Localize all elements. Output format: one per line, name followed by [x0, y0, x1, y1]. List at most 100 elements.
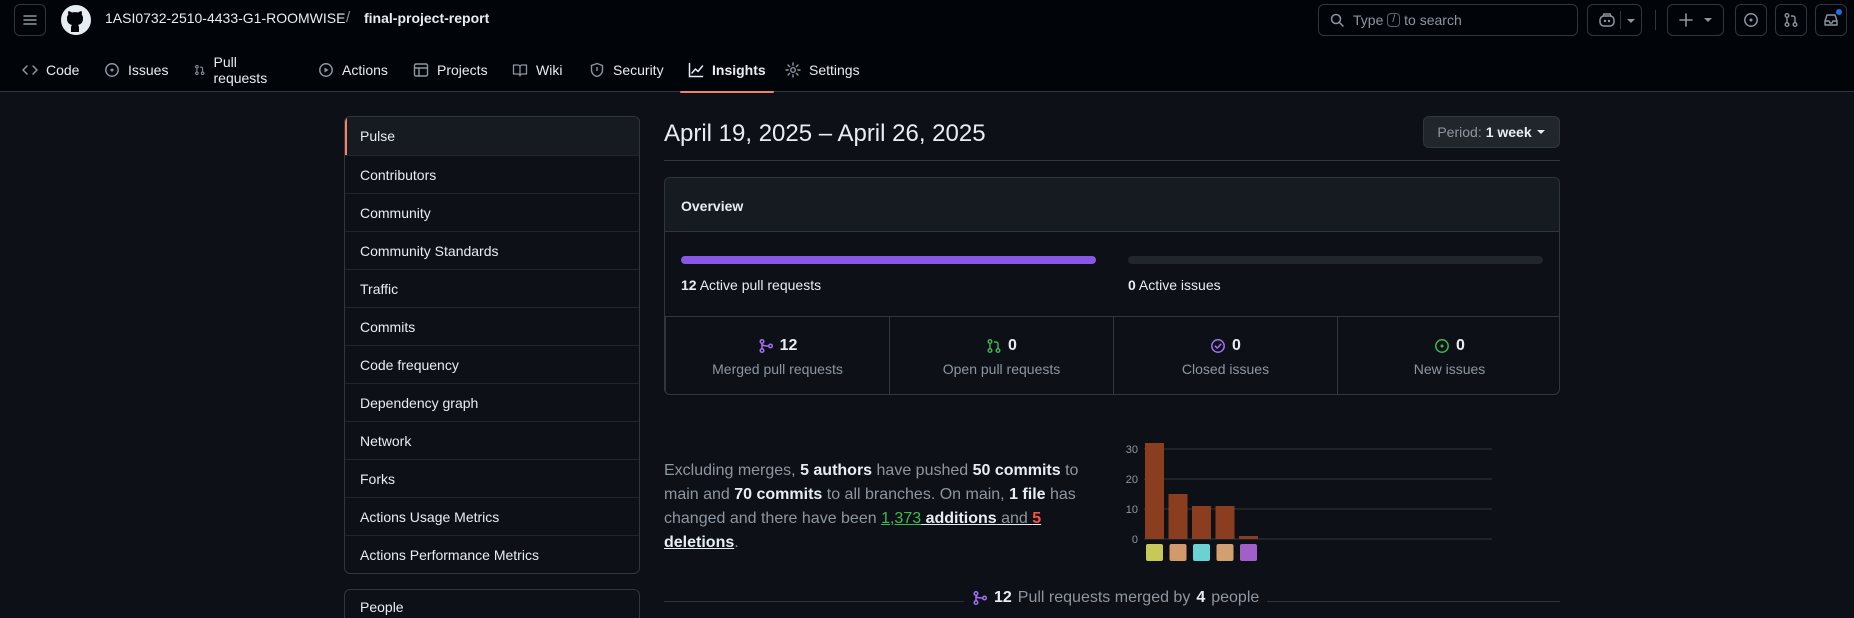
tab-code[interactable]: Code [14, 48, 87, 92]
pull-requests-button[interactable] [1775, 4, 1807, 36]
active-issues-progress [1128, 256, 1543, 264]
chevron-down-icon [1627, 19, 1635, 23]
commit-summary: Excluding merges, 5 authors have pushed … [664, 459, 1114, 555]
pull-request-icon [987, 339, 1001, 353]
chart-bar[interactable] [1192, 506, 1211, 539]
stat-closed-issues[interactable]: 0 Closed issues [1113, 317, 1337, 394]
sidebar-item-label: Pulse [360, 128, 396, 144]
breadcrumb-separator: / [346, 9, 351, 26]
title-divider [664, 160, 1560, 161]
summary-text: and [996, 510, 1033, 527]
graph-icon [688, 62, 704, 78]
tab-settings[interactable]: Settings [777, 48, 868, 92]
tab-label: Projects [437, 62, 488, 78]
inbox-button[interactable] [1815, 4, 1847, 36]
tab-label: Issues [128, 62, 169, 78]
active-prs-link[interactable]: 12 Active pull requests [681, 277, 821, 293]
sidebar-item-label: Actions Usage Metrics [360, 508, 500, 525]
tab-actions[interactable]: Actions [310, 48, 396, 92]
sidebar-item-label: Commits [360, 318, 416, 335]
tab-label: Wiki [536, 62, 563, 78]
sidebar-item-code-frequency[interactable]: Code frequency [345, 345, 639, 383]
insights-sidebar: Pulse Contributors Community Community S… [344, 116, 640, 574]
tab-wiki[interactable]: Wiki [504, 48, 570, 92]
author-avatar[interactable] [1146, 544, 1163, 561]
summary-text: have pushed [872, 462, 973, 479]
github-logo-icon[interactable] [60, 4, 92, 36]
sidebar-item-community[interactable]: Community [345, 193, 639, 231]
sidebar-item-label: Forks [360, 470, 395, 487]
additions-link[interactable]: 1,373 additions and 5 deletions [664, 510, 1041, 551]
overview-divider [665, 316, 1559, 317]
author-avatar[interactable] [1240, 544, 1257, 561]
active-prs-label: Active pull requests [699, 277, 822, 293]
sidebar-item-network[interactable]: Network [345, 421, 639, 459]
table-icon [413, 63, 429, 77]
sidebar-item-contributors[interactable]: Contributors [345, 155, 639, 193]
code-icon [22, 65, 38, 75]
deletions-count: 5 [1032, 510, 1042, 527]
active-issues-label: Active issues [1138, 277, 1221, 293]
additions-word: additions [921, 510, 997, 527]
sidebar-item-commits[interactable]: Commits [345, 307, 639, 345]
chart-bar[interactable] [1215, 506, 1235, 539]
pull-request-icon [195, 64, 205, 76]
copilot-icon [1599, 13, 1615, 27]
chevron-down-icon [1536, 130, 1545, 134]
sidebar-item-pulse[interactable]: Pulse [345, 117, 639, 155]
author-avatar[interactable] [1193, 544, 1210, 561]
issues-button[interactable] [1735, 4, 1767, 36]
pull-request-icon [1784, 13, 1798, 27]
merged-count: 12 [994, 589, 1012, 606]
files-changed-count: 1 file [1009, 486, 1046, 503]
stat-merged-prs[interactable]: 12 Merged pull requests [665, 317, 889, 394]
author-avatar[interactable] [1169, 544, 1187, 561]
chart-ytick-label: 20 [1126, 474, 1138, 486]
chart-bar[interactable] [1168, 494, 1188, 539]
tab-security[interactable]: Security [581, 48, 672, 92]
stat-open-prs[interactable]: 0 Open pull requests [889, 317, 1113, 394]
active-issues-link[interactable]: 0 Active issues [1128, 277, 1221, 293]
repo-name-link[interactable]: final-project-report [364, 10, 490, 26]
stat-value: 0 [1008, 337, 1017, 354]
tab-label: Insights [712, 62, 766, 78]
repo-owner-link[interactable]: 1ASI0732-2510-4433-G1-ROOMWISE [105, 10, 346, 26]
sidebar-item-people[interactable]: People [344, 589, 640, 618]
header-divider [1655, 10, 1656, 30]
search-input[interactable]: Type / to search [1318, 4, 1578, 36]
active-prs-count: 12 [681, 277, 697, 293]
author-avatar[interactable] [1216, 544, 1234, 561]
copilot-button[interactable] [1587, 4, 1642, 36]
sidebar-item-traffic[interactable]: Traffic [345, 269, 639, 307]
active-prs-progress [681, 256, 1096, 264]
period-select-button[interactable]: Period: 1 week [1423, 116, 1560, 148]
tab-pull-requests[interactable]: Pull requests [186, 48, 280, 92]
tab-insights[interactable]: Insights [680, 48, 774, 93]
tab-label: Security [613, 62, 664, 78]
tab-label: Code [46, 62, 80, 78]
sidebar-item-forks[interactable]: Forks [345, 459, 639, 497]
overview-title: Overview [665, 178, 1559, 232]
sidebar-item-dependency-graph[interactable]: Dependency graph [345, 383, 639, 421]
create-new-button[interactable] [1667, 4, 1724, 36]
sidebar-item-community-standards[interactable]: Community Standards [345, 231, 639, 269]
overview-panel: Overview 12 Active pull requests 0 Activ… [664, 177, 1560, 395]
sidebar-item-actions-usage-metrics[interactable]: Actions Usage Metrics [345, 497, 639, 535]
sidebar-item-actions-performance-metrics[interactable]: Actions Performance Metrics [345, 535, 639, 573]
menu-button[interactable] [14, 4, 46, 36]
commits-by-author-chart: 0 10 20 30 [1126, 443, 1492, 561]
sidebar-item-label: Traffic [360, 280, 399, 297]
issue-closed-icon [1211, 339, 1225, 353]
tab-issues[interactable]: Issues [96, 48, 176, 92]
sidebar-item-label: Actions Performance Metrics [360, 546, 539, 563]
chart-bar[interactable] [1145, 443, 1164, 539]
period-value: 1 week [1485, 124, 1532, 140]
sidebar-item-label: Contributors [360, 166, 437, 183]
merged-icon [759, 338, 773, 354]
stat-new-issues[interactable]: 0 New issues [1337, 317, 1559, 394]
tab-projects[interactable]: Projects [405, 48, 496, 92]
people-count: 4 [1196, 589, 1206, 606]
chart-bar[interactable] [1239, 536, 1258, 539]
play-icon [319, 63, 333, 77]
issue-opened-icon [1435, 339, 1449, 353]
